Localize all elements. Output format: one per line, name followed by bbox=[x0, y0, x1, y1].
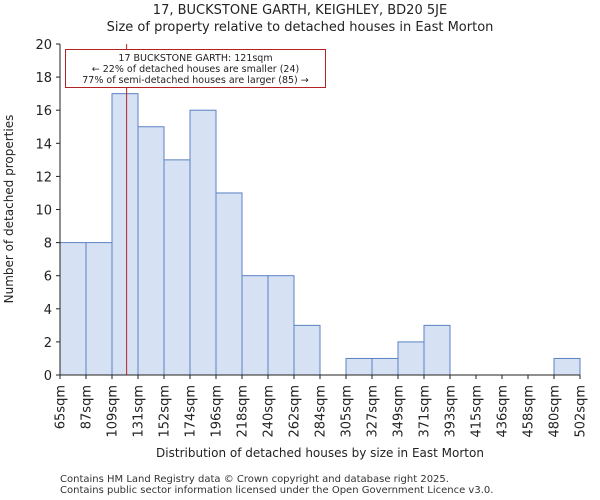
x-axis-label: Distribution of detached houses by size … bbox=[156, 446, 484, 460]
x-tick-label: 218sqm bbox=[236, 385, 251, 438]
x-tick-label: 284sqm bbox=[314, 385, 329, 438]
x-tick-label: 174sqm bbox=[184, 385, 199, 438]
bar-87sqm bbox=[85, 242, 113, 376]
bar-262sqm bbox=[293, 324, 321, 376]
x-tick-label: 480sqm bbox=[548, 385, 563, 438]
y-tick-label: 2 bbox=[44, 336, 52, 351]
chart-subtitle: Size of property relative to detached ho… bbox=[106, 20, 494, 35]
y-tick-label: 10 bbox=[35, 204, 52, 219]
y-tick-label: 0 bbox=[44, 369, 52, 384]
bar-327sqm bbox=[371, 357, 399, 376]
x-tick-label: 240sqm bbox=[262, 385, 277, 438]
x-tick-label: 196sqm bbox=[210, 385, 225, 438]
annotation-line-2: ← 22% of detached houses are smaller (24… bbox=[91, 64, 300, 75]
annotation-box: 17 BUCKSTONE GARTH: 121sqm ← 22% of deta… bbox=[65, 49, 326, 88]
x-tick-label: 371sqm bbox=[418, 385, 433, 438]
y-tick-label: 12 bbox=[35, 170, 52, 185]
x-tick-label: 458sqm bbox=[522, 385, 537, 438]
annotation-line-1: 17 BUCKSTONE GARTH: 121sqm bbox=[118, 53, 273, 64]
x-tick-label: 305sqm bbox=[340, 385, 355, 438]
histogram-chart: 0 2 4 6 8 10 12 14 16 18 20 65sqm 87sqm 109sqm 131sqm… bbox=[2, 38, 589, 460]
x-tick-label: 262sqm bbox=[288, 385, 303, 438]
footer-line-2: Contains public sector information licen… bbox=[60, 485, 494, 496]
annotation-line-3: 77% of semi-detached houses are larger (… bbox=[82, 75, 309, 86]
chart-title: 17, BUCKSTONE GARTH, KEIGHLEY, BD20 5JE bbox=[152, 3, 448, 18]
x-tick-label: 131sqm bbox=[132, 385, 147, 438]
y-tick-label: 20 bbox=[35, 38, 52, 53]
y-tick-label: 16 bbox=[35, 104, 52, 119]
bar-240sqm bbox=[267, 275, 295, 376]
bar-174sqm bbox=[189, 109, 217, 376]
bar-371sqm bbox=[423, 324, 451, 376]
y-tick-label: 14 bbox=[35, 137, 52, 152]
x-tick-label: 415sqm bbox=[470, 385, 485, 438]
x-tick-label: 152sqm bbox=[158, 385, 173, 438]
x-tick-label: 109sqm bbox=[106, 385, 121, 438]
y-axis-label: Number of detached properties bbox=[2, 115, 16, 304]
x-tick-label: 87sqm bbox=[80, 385, 95, 429]
y-tick-label: 4 bbox=[44, 303, 52, 318]
bars-layer bbox=[59, 93, 581, 376]
x-ticks: 65sqm 87sqm 109sqm 131sqm 152sqm 174sqm 196sqm… bbox=[54, 375, 589, 438]
x-tick-label: 393sqm bbox=[444, 385, 459, 438]
x-tick-label: 502sqm bbox=[574, 385, 589, 438]
y-tick-label: 6 bbox=[44, 270, 52, 285]
x-tick-label: 65sqm bbox=[54, 385, 69, 429]
x-tick-label: 436sqm bbox=[496, 385, 511, 438]
bar-196sqm bbox=[215, 192, 243, 376]
y-tick-label: 8 bbox=[44, 237, 52, 252]
x-tick-label: 327sqm bbox=[366, 385, 381, 438]
footer-line-1: Contains HM Land Registry data © Crown c… bbox=[60, 474, 449, 485]
bar-65sqm bbox=[59, 242, 87, 376]
y-tick-label: 18 bbox=[35, 71, 52, 86]
bar-131sqm bbox=[137, 126, 165, 376]
bar-305sqm bbox=[345, 357, 373, 376]
bar-109sqm bbox=[111, 93, 139, 376]
bar-480sqm bbox=[553, 357, 581, 376]
bar-218sqm bbox=[241, 275, 269, 376]
bar-349sqm bbox=[397, 341, 425, 376]
x-tick-label: 349sqm bbox=[392, 385, 407, 438]
y-ticks: 0 2 4 6 8 10 12 14 16 18 20 bbox=[35, 38, 60, 384]
bar-152sqm bbox=[163, 159, 191, 376]
